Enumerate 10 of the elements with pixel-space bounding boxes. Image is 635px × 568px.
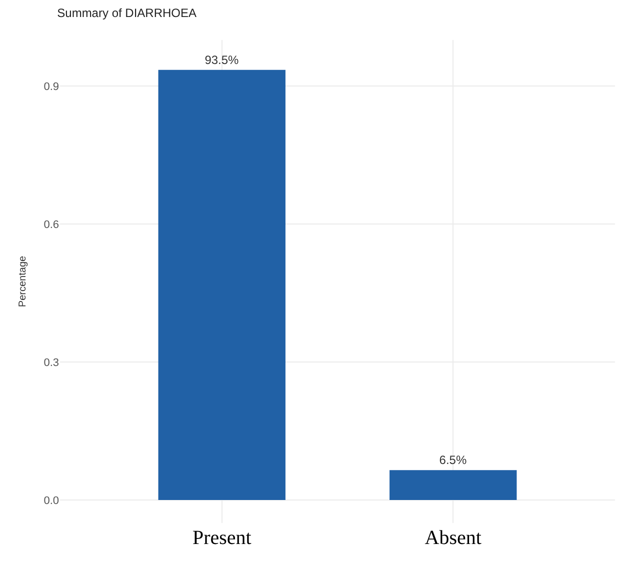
y-tick-label: 0.6: [44, 218, 59, 231]
x-tick-label: Present: [192, 527, 252, 549]
data-label: 93.5%: [204, 52, 240, 67]
x-tick-label: Absent: [424, 527, 482, 549]
y-tick-label: 0.9: [44, 80, 59, 93]
y-tick-label: 0.0: [44, 494, 59, 507]
y-axis-title: Percentage: [18, 255, 29, 308]
data-label: 6.5%: [439, 453, 467, 468]
y-tick-label: 0.3: [44, 356, 59, 369]
chart-title: Summary of DIARRHOEA: [57, 6, 197, 20]
